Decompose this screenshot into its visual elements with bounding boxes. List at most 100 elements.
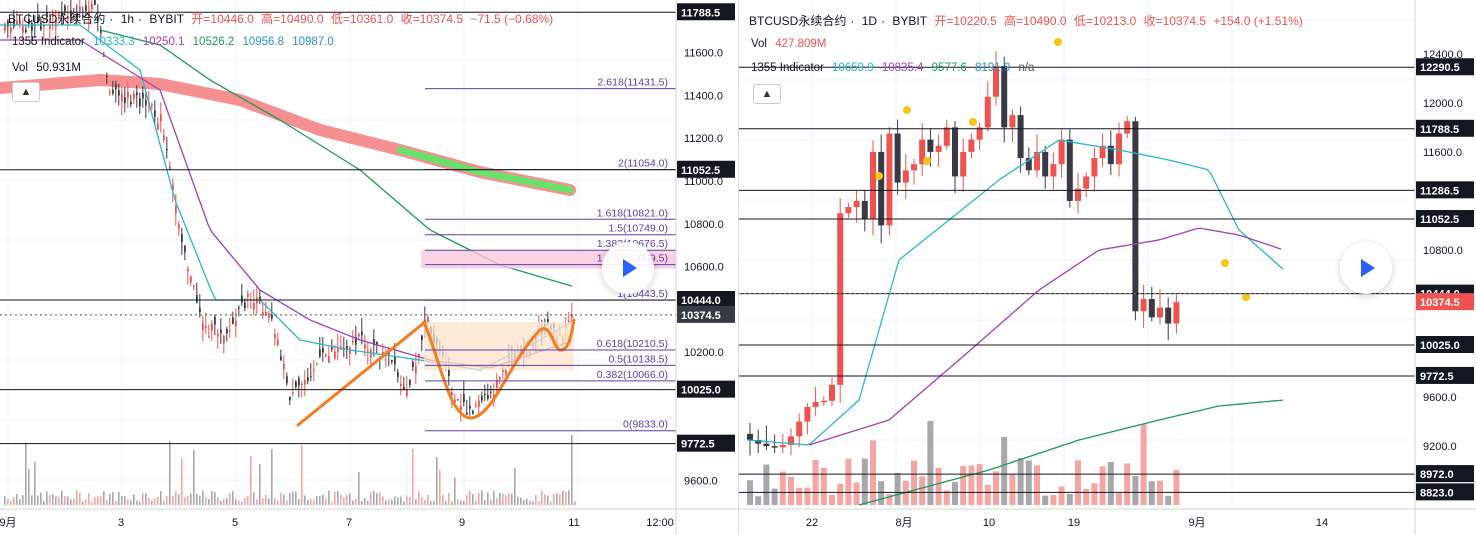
price-tag-bg [677, 434, 735, 452]
candle-body [358, 334, 360, 337]
volume-bar [331, 501, 333, 505]
candle-body [265, 311, 267, 315]
candle-body [250, 306, 252, 308]
collapse-legend-button[interactable]: ▲ [753, 84, 781, 104]
candle-body [289, 396, 291, 401]
candle-body [175, 206, 177, 213]
volume-bar [878, 481, 885, 505]
candle-body [127, 91, 129, 98]
candle-body [79, 6, 81, 12]
volume-bar [175, 491, 177, 505]
volume-bar [475, 500, 477, 505]
candle-body [463, 394, 465, 402]
chart-1h-canvas[interactable]: 2.618(11431.5) 2(11054.0) 1.618(10821.0) 1.… [0, 0, 738, 535]
time-axis-tick: 12:00 [646, 517, 674, 529]
candle-body [22, 26, 24, 33]
candle-body [223, 335, 225, 344]
volume-bar [1091, 483, 1098, 505]
volume-bar [853, 482, 860, 505]
volume-value: 427.809M [775, 38, 827, 50]
volume-bar [79, 493, 81, 505]
volume-bar [352, 500, 354, 505]
volume-bar [1083, 488, 1090, 505]
volume-bar [235, 499, 237, 505]
volume-bar [520, 497, 522, 505]
candle-body [187, 268, 189, 271]
volume-legend[interactable]: Vol 50.931M [12, 62, 86, 74]
price-tag-label: 8823.0 [1420, 487, 1454, 499]
candle-body [1124, 121, 1131, 134]
candle-body [40, 22, 42, 30]
candle-body [214, 316, 216, 325]
volume-bar [424, 499, 426, 505]
volume-bar [1001, 436, 1008, 505]
candle-body [49, 24, 51, 29]
collapse-legend-button[interactable]: ▲ [12, 82, 40, 102]
candle-body [304, 380, 306, 385]
volume-bar [517, 496, 519, 505]
candle-body [1148, 299, 1155, 318]
chart-1d-canvas[interactable]: 12400.012000.011600.010800.010400.09600.… [739, 0, 1476, 535]
candle-body [253, 302, 255, 310]
candle-body [376, 342, 378, 346]
candle-body [313, 369, 315, 371]
volume-bar [439, 469, 441, 505]
volume-bar [943, 490, 950, 505]
candle-body [229, 330, 231, 332]
candle-body [788, 436, 794, 445]
candle-body [820, 400, 827, 403]
price-axis-tick: 11400.0 [684, 90, 723, 102]
candle-body [298, 378, 300, 386]
volume-bar [364, 498, 366, 505]
candle-body [952, 127, 958, 177]
volume-bar [112, 492, 114, 505]
indicator-legend[interactable]: 1355 Indicator 10333.3 10250.1 10526.2 1… [12, 36, 339, 48]
volume-bar [457, 499, 459, 505]
volume-bar [178, 494, 180, 505]
candle-body [208, 336, 210, 338]
volume-bar [166, 496, 168, 505]
low-value: 低=10213.0 [1073, 14, 1137, 28]
price-axis-tick: 11600.0 [684, 48, 723, 60]
volume-bar [217, 496, 219, 505]
price-tag-bg [1416, 181, 1474, 199]
candle-body [373, 339, 375, 346]
volume-legend[interactable]: Vol 427.809M [751, 38, 831, 50]
candle-body [118, 90, 120, 96]
candle-body [457, 399, 459, 401]
volume-bar [4, 496, 6, 505]
chart-1h-header: BTCUSD永续合约 · 1h · BYBIT 开=10446.0 高=10490.… [8, 12, 554, 26]
volume-bar [960, 465, 967, 505]
candle-body [346, 346, 348, 351]
volume-bar [76, 490, 78, 505]
candle-body [409, 379, 411, 385]
indicator-legend[interactable]: 1355 Indicator 10659.9 10835.4 9577.6 81… [751, 62, 1039, 74]
candle-body [58, 11, 60, 16]
volume-bar [472, 494, 474, 505]
price-tag-label: 10025.0 [681, 385, 721, 397]
play-button[interactable] [602, 242, 654, 294]
volume-bar [442, 494, 444, 505]
volume-bar [367, 500, 369, 505]
volume-bar [280, 493, 282, 505]
ma-green-line [99, 29, 573, 287]
candle-body [1058, 139, 1065, 165]
volume-bar [337, 491, 339, 505]
chart-1h-panel[interactable]: 2.618(11431.5) 2(11054.0) 1.618(10821.0) 1.… [0, 0, 738, 535]
price-tag-label: 11788.5 [681, 7, 720, 19]
price-axis-bg [1415, 0, 1476, 535]
indicator-v3: 9577.6 [931, 62, 967, 74]
candle-body [322, 347, 324, 353]
price-tag-label: 11788.5 [1420, 124, 1459, 136]
chart-1d-panel[interactable]: 12400.012000.011600.010800.010400.09600.… [738, 0, 1476, 535]
candle-body [763, 443, 770, 447]
play-button[interactable] [1340, 242, 1392, 294]
volume-bar [205, 497, 207, 505]
candle-body [136, 92, 138, 96]
volume-bar [154, 498, 156, 505]
volume-bar [160, 491, 162, 505]
fib-level-label: 0.382(10066.0) [597, 369, 668, 381]
volume-bar [755, 496, 762, 505]
volume-bar [133, 494, 135, 505]
price-tag-label: 9772.5 [681, 439, 715, 451]
